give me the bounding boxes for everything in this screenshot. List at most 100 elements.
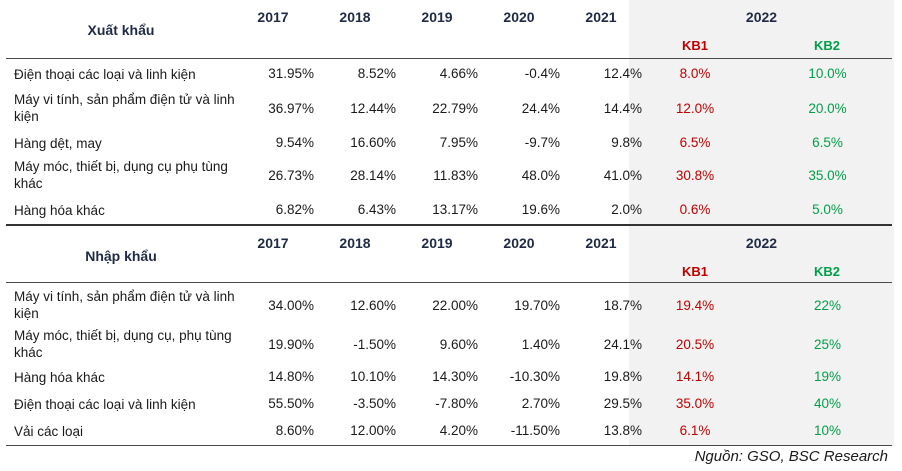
value-cell: 1.40%: [521, 337, 560, 352]
row-label: Máy móc, thiết bị, dụng cụ, phụ tùng khá…: [14, 328, 232, 360]
value-cell: 9.8%: [611, 135, 642, 150]
value-cell: 22.00%: [432, 298, 478, 313]
import-title: Nhập khẩu: [85, 248, 157, 264]
value-cell: 12.44%: [350, 101, 396, 116]
table-row: Máy móc, thiết bị, dụng cụ phụ tùng khác…: [6, 156, 892, 196]
value-cell: -0.4%: [524, 66, 560, 81]
value-cell: 14.4%: [603, 101, 642, 116]
row-label: Điện thoại các loại và linh kiện: [14, 67, 196, 82]
kb2-cell: 10%: [813, 423, 842, 438]
value-cell: 19.70%: [514, 298, 560, 313]
value-cell: 8.52%: [357, 66, 396, 81]
value-cell: 24.1%: [603, 337, 642, 352]
kb1-cell: 14.1%: [675, 369, 715, 384]
table-row: Hàng dệt, may 9.54% 16.60% 7.95% -9.7% 9.8% 6.…: [6, 131, 892, 155]
export-title: Xuất khẩu: [87, 22, 155, 38]
value-cell: 55.50%: [268, 396, 314, 411]
kb1-cell: 12.0%: [675, 101, 715, 116]
kb2-header: KB2: [813, 38, 840, 53]
value-cell: 10.10%: [350, 369, 396, 384]
kb1-cell: 19.4%: [675, 298, 715, 313]
value-cell: 31.95%: [268, 66, 314, 81]
value-cell: -11.50%: [510, 423, 560, 438]
value-cell: 48.0%: [521, 168, 560, 183]
value-cell: -3.50%: [353, 396, 396, 411]
kb2-cell: 35.0%: [808, 168, 847, 183]
kb1-header: KB1: [681, 38, 708, 53]
row-label: Hàng hóa khác: [14, 203, 105, 218]
value-cell: 41.0%: [603, 168, 642, 183]
value-cell: 29.5%: [603, 396, 642, 411]
year-2020: 2020: [503, 9, 535, 25]
year-2019: 2019: [421, 9, 453, 25]
value-cell: 4.20%: [439, 423, 478, 438]
year-2022: 2022: [745, 9, 778, 25]
value-cell: -10.30%: [509, 369, 560, 384]
value-cell: 19.8%: [603, 369, 642, 384]
value-cell: 12.60%: [350, 298, 396, 313]
year-2018: 2018: [339, 235, 371, 251]
value-cell: 6.43%: [357, 202, 396, 217]
bottom-border: [6, 445, 892, 446]
year-2019: 2019: [421, 235, 453, 251]
value-cell: 11.83%: [433, 168, 478, 183]
table-row: Hàng hóa khác 14.80% 10.10% 14.30% -10.30% 19…: [6, 365, 892, 391]
row-label: Máy vi tính, sản phẩm điện tử và linh ki…: [14, 289, 235, 321]
value-cell: -9.7%: [524, 135, 560, 150]
value-cell: 16.60%: [350, 135, 396, 150]
value-cell: 24.4%: [521, 101, 560, 116]
value-cell: 12.00%: [350, 423, 396, 438]
value-cell: 9.54%: [275, 135, 314, 150]
shade-2022-import: [629, 226, 894, 446]
value-cell: -7.80%: [435, 396, 478, 411]
value-cell: -1.50%: [353, 337, 396, 352]
table-row: Điện thoại các loại và linh kiện 31.95% 8.…: [6, 62, 892, 88]
row-label: Hàng dệt, may: [14, 136, 102, 151]
value-cell: 12.4%: [603, 66, 642, 81]
table-row: Máy móc, thiết bị, dụng cụ, phụ tùng khá…: [6, 325, 892, 363]
shade-2022-export: [629, 0, 894, 224]
growth-table: Xuất khẩu 2017 2018 2019 2020 2021 2022 …: [6, 0, 894, 446]
value-cell: 13.8%: [603, 423, 642, 438]
year-2021: 2021: [585, 235, 617, 251]
kb2-cell: 20.0%: [808, 101, 847, 116]
year-2022: 2022: [745, 235, 778, 251]
kb1-cell: 6.1%: [679, 423, 711, 438]
kb1-cell: 8.0%: [679, 66, 711, 81]
source-note: Nguồn: GSO, BSC Research: [694, 448, 888, 465]
value-cell: 19.6%: [521, 202, 560, 217]
row-label: Máy móc, thiết bị, dụng cụ phụ tùng khác: [14, 159, 228, 191]
kb1-cell: 35.0%: [675, 396, 715, 411]
year-2020: 2020: [503, 235, 535, 251]
kb1-cell: 30.8%: [675, 168, 715, 183]
divider: [6, 58, 892, 59]
kb1-cell: 6.5%: [679, 135, 711, 150]
kb2-cell: 5.0%: [812, 202, 843, 217]
kb2-cell: 40%: [813, 396, 842, 411]
kb2-cell: 6.5%: [812, 135, 843, 150]
kb1-cell: 0.6%: [679, 202, 711, 217]
kb2-header: KB2: [813, 264, 840, 279]
value-cell: 34.00%: [268, 298, 314, 313]
kb2-cell: 19%: [813, 369, 842, 384]
year-2017: 2017: [257, 235, 289, 251]
table-row: Máy vi tính, sản phẩm điện tử và linh ki…: [6, 89, 892, 129]
value-cell: 6.82%: [275, 202, 314, 217]
table-row: Vải các loại 8.60% 12.00% 4.20% -11.50% 13.8%…: [6, 419, 892, 445]
row-label: Hàng hóa khác: [14, 370, 105, 385]
value-cell: 14.80%: [268, 369, 314, 384]
year-2017: 2017: [257, 9, 289, 25]
value-cell: 13.17%: [432, 202, 478, 217]
row-label: Vải các loại: [14, 424, 84, 439]
value-cell: 26.73%: [268, 168, 314, 183]
table-row: Hàng hóa khác 6.82% 6.43% 13.17% 19.6% 2.0% 0.…: [6, 198, 892, 222]
export-header: Xuất khẩu 2017 2018 2019 2020 2021 2022 …: [6, 0, 892, 56]
kb1-header: KB1: [681, 264, 708, 279]
divider: [6, 282, 892, 283]
value-cell: 2.0%: [611, 202, 642, 217]
value-cell: 4.66%: [439, 66, 478, 81]
value-cell: 8.60%: [275, 423, 314, 438]
row-label: Máy vi tính, sản phẩm điện tử và linh ki…: [14, 92, 235, 124]
value-cell: 28.14%: [350, 168, 396, 183]
value-cell: 19.90%: [268, 337, 314, 352]
